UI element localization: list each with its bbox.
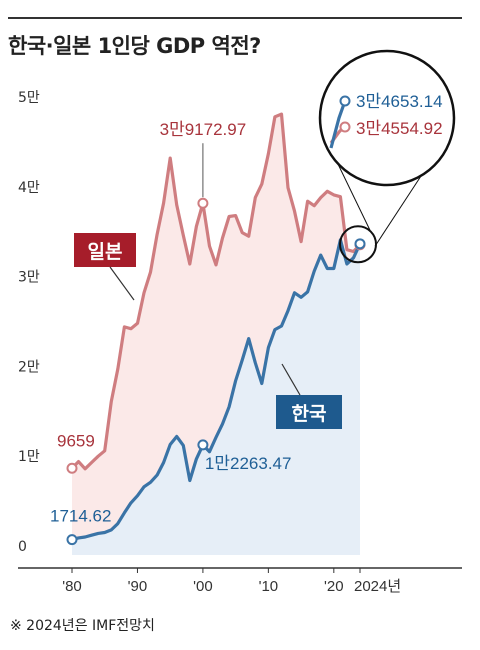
top-rule xyxy=(8,17,462,19)
japan-series-line xyxy=(70,112,362,471)
x-tick-label: '00 xyxy=(193,578,213,595)
y-tick-label: 0 xyxy=(18,539,27,555)
x-tick-label: '10 xyxy=(259,578,279,595)
x-tick-label: 2024년 xyxy=(354,578,401,595)
series-badge-box xyxy=(74,233,136,267)
zoom-connector-line xyxy=(336,161,371,231)
y-tick-label: 1만 xyxy=(18,449,40,465)
data-label: 1714.62 xyxy=(50,507,111,526)
zoom-connector-line xyxy=(374,175,422,247)
zoom-korea-label: 3만4653.14 xyxy=(356,92,443,111)
x-tick-label: '90 xyxy=(128,578,148,595)
data-label: 3만9172.97 xyxy=(160,120,247,139)
data-point-marker xyxy=(354,238,366,250)
data-point-marker xyxy=(66,462,78,474)
series-badge-tail xyxy=(109,266,135,301)
series-badge-label: 한국 xyxy=(292,403,327,425)
chart-title: 한국·일본 1인당 GDP 역전? xyxy=(8,34,261,58)
x-tick-label: '20 xyxy=(324,578,344,595)
footnote: ※ 2024년은 IMF전망치 xyxy=(10,618,155,634)
zoom-magnifier xyxy=(318,49,456,187)
zoom-japan-marker xyxy=(339,121,351,133)
y-tick-label: 5만 xyxy=(18,90,40,106)
x-tick-label: '80 xyxy=(62,578,82,595)
y-tick-label: 3만 xyxy=(18,270,40,286)
series-badge-label: 일본 xyxy=(88,241,123,263)
series-badge-tail xyxy=(281,363,301,396)
data-label: 1만2263.47 xyxy=(205,454,292,473)
data-label: 9659 xyxy=(57,431,95,450)
korea-area-fill xyxy=(72,239,360,556)
data-point-marker xyxy=(197,439,209,451)
y-tick-label: 4만 xyxy=(18,180,40,196)
zoom-japan-label: 3만4554.92 xyxy=(356,119,443,138)
y-tick-label: 2만 xyxy=(18,359,40,375)
data-point-marker xyxy=(197,197,209,209)
series-badge-box xyxy=(276,395,342,429)
zoom-korea-line xyxy=(329,100,347,149)
korea-series-line xyxy=(71,238,362,542)
zoom-korea-marker xyxy=(339,95,351,107)
data-point-marker xyxy=(66,534,78,546)
